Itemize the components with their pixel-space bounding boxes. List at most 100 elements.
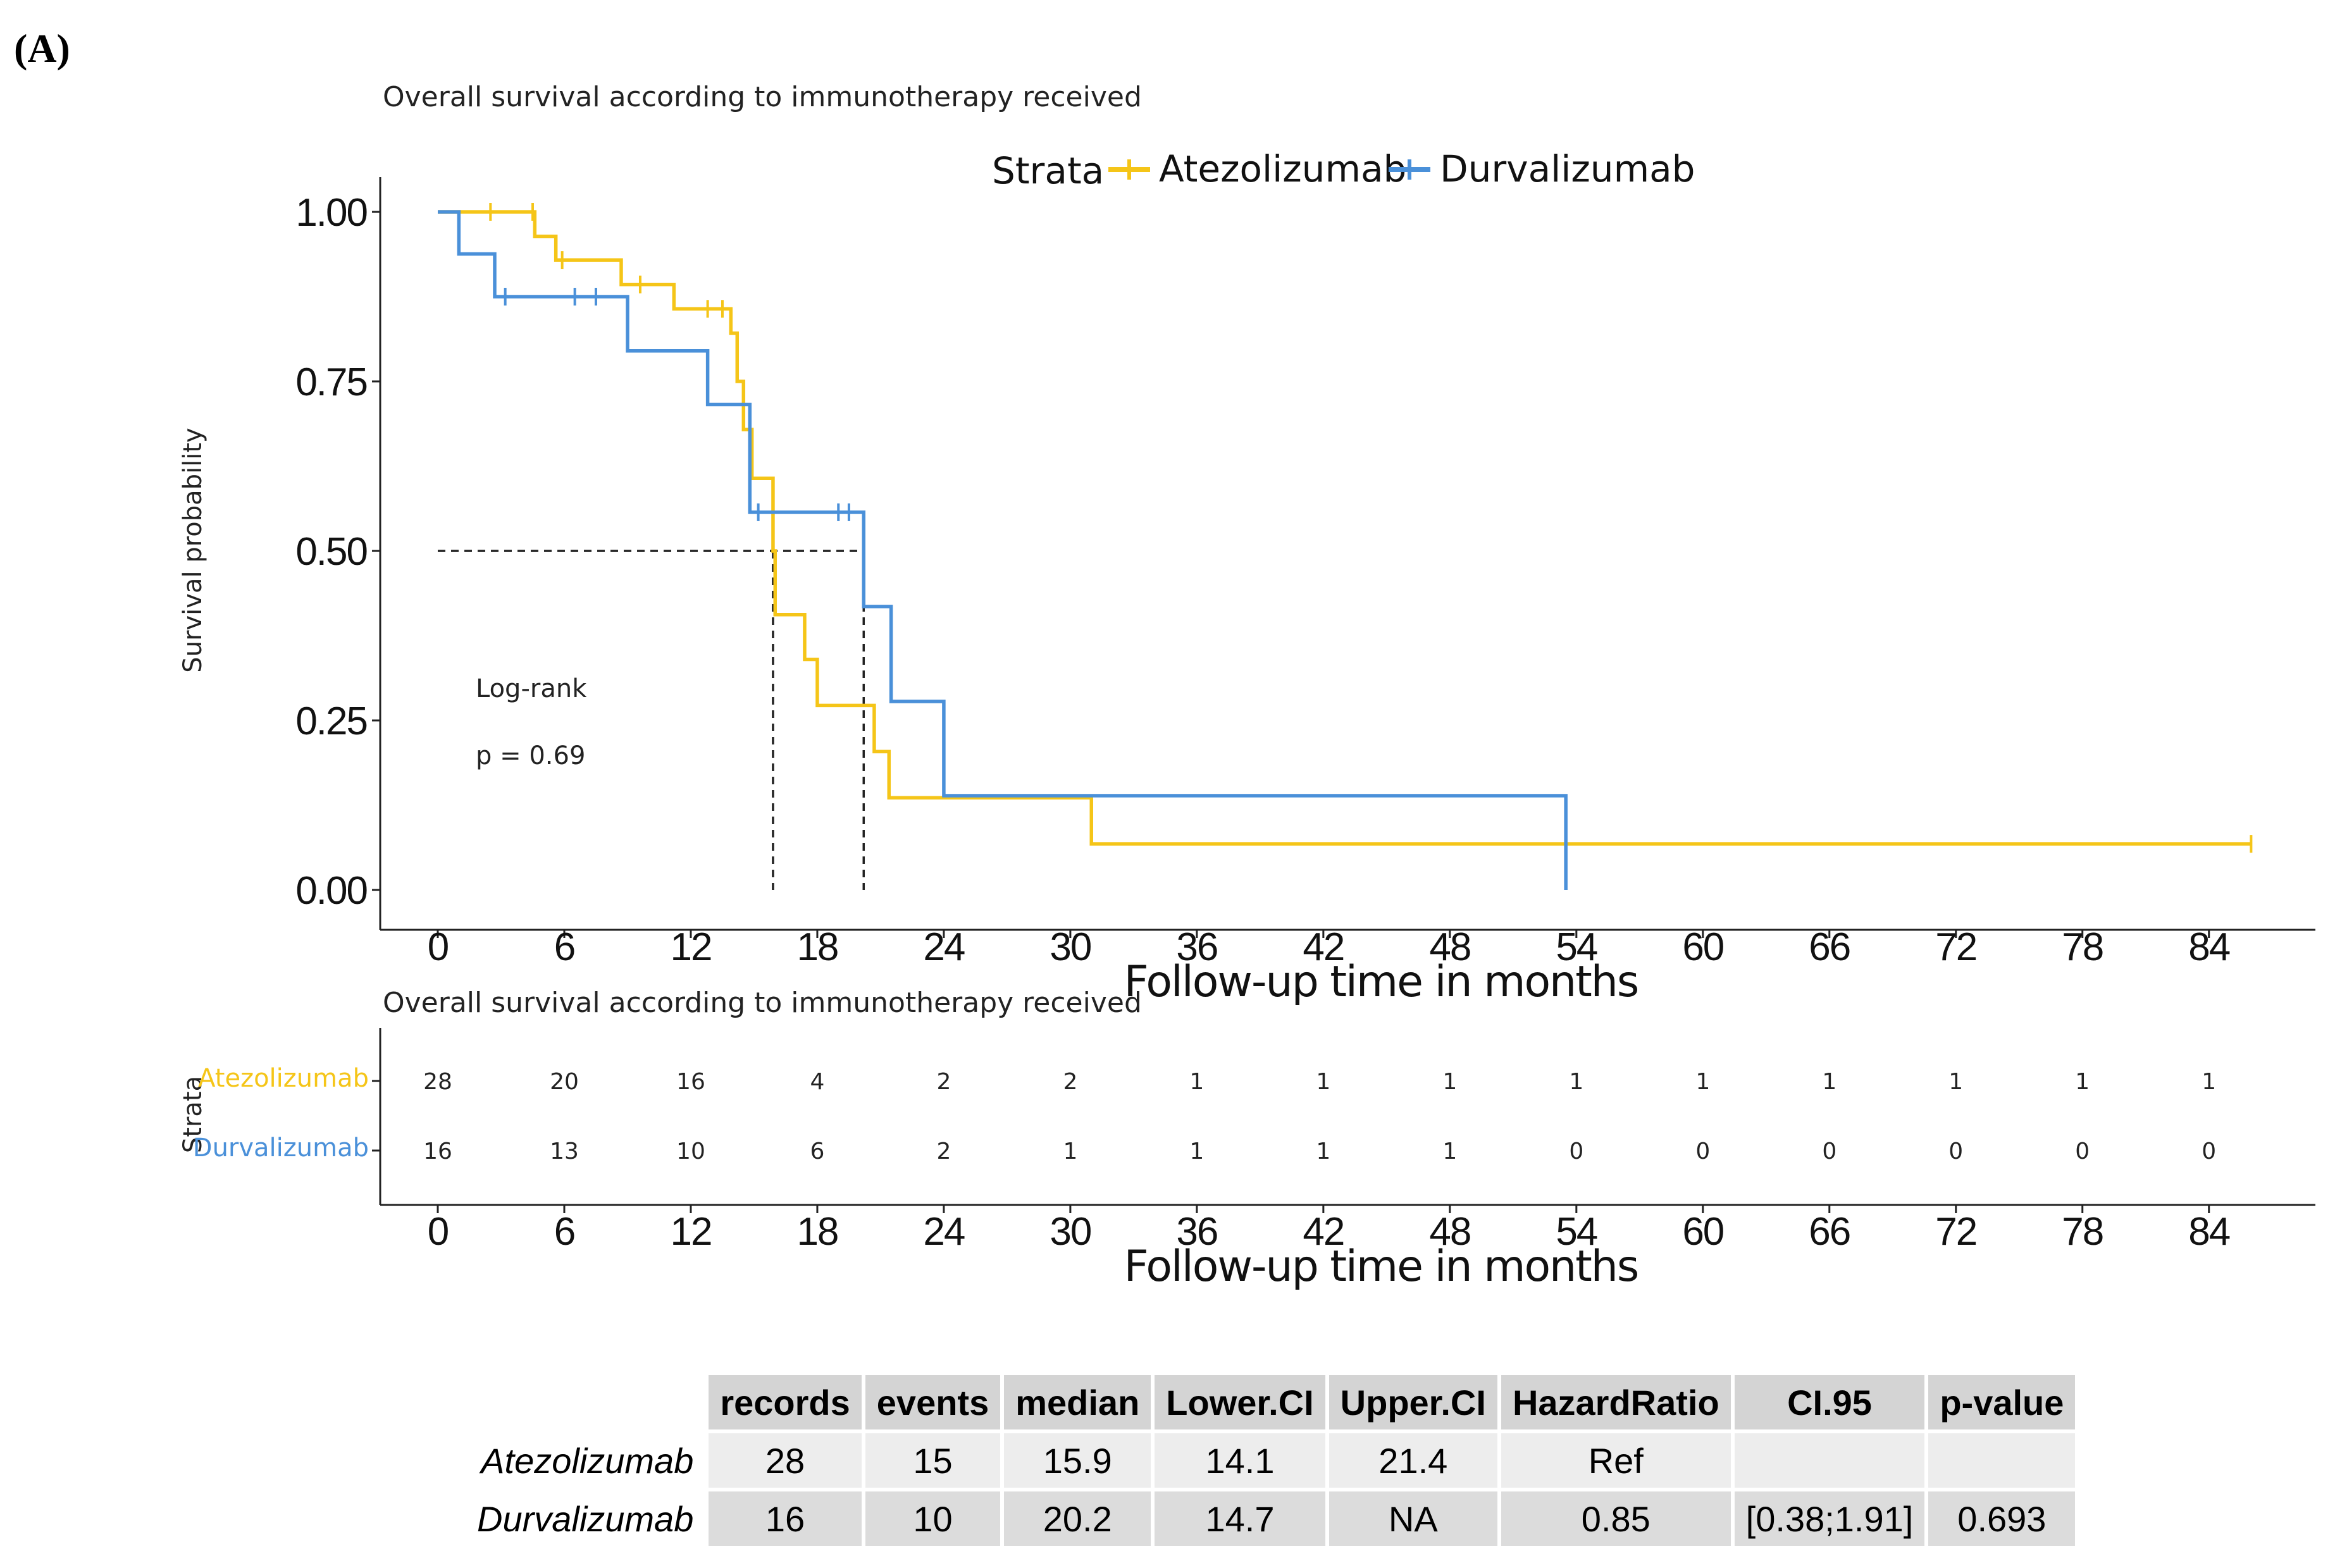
risk-count: 0 <box>2202 1139 2216 1164</box>
risk-count: 1 <box>1822 1069 1836 1095</box>
x-tick-label: 0 <box>428 925 449 969</box>
risk-count: 1 <box>2075 1069 2090 1095</box>
x-tick-label: 54 <box>1556 925 1597 969</box>
legend: Strata Atezolizumab Durvalizumab <box>992 147 1695 192</box>
risk-count: 1 <box>2202 1069 2216 1095</box>
summary-cell: 14.7 <box>1155 1491 1325 1546</box>
risk-count: 1 <box>1063 1139 1077 1164</box>
summary-cell: [0.38;1.91] <box>1734 1491 1925 1546</box>
risk-count: 1 <box>1316 1069 1330 1095</box>
risk-count: 1 <box>1189 1139 1204 1164</box>
risk-count: 2 <box>936 1069 951 1095</box>
risk-count: 6 <box>810 1139 824 1164</box>
risk-x-tick-label: 36 <box>1176 1210 1217 1254</box>
risk-count: 20 <box>550 1069 579 1095</box>
risk-count: 1 <box>1442 1069 1457 1095</box>
summary-header-blank <box>466 1375 705 1429</box>
summary-cell <box>1734 1433 1925 1488</box>
x-tick-label: 6 <box>554 925 574 969</box>
x-tick-label: 66 <box>1809 925 1850 969</box>
x-tick-label: 78 <box>2062 925 2103 969</box>
legend-title: Strata <box>992 149 1104 192</box>
logrank-label: Log-rank <box>476 674 587 703</box>
summary-header-median: median <box>1004 1375 1151 1429</box>
summary-cell: 21.4 <box>1329 1433 1497 1488</box>
risk-x-tick-label: 54 <box>1556 1210 1597 1254</box>
risk-count: 2 <box>1063 1069 1077 1095</box>
risk-x-tick-label: 72 <box>1935 1210 1976 1254</box>
risk-x-tick-label: 24 <box>923 1210 964 1254</box>
summary-header-events: events <box>865 1375 1001 1429</box>
legend-label-durvalizumab: Durvalizumab <box>1440 147 1695 190</box>
risk-x-tick-label: 42 <box>1303 1210 1344 1254</box>
x-tick-label: 12 <box>670 925 711 969</box>
x-tick-label: 24 <box>923 925 964 969</box>
risk-count: 1 <box>1695 1069 1710 1095</box>
risk-x-tick-label: 66 <box>1809 1210 1850 1254</box>
risk-count: 4 <box>810 1069 824 1095</box>
risk-count: 1 <box>1569 1069 1583 1095</box>
x-ticks: 0 6 12 18 24 30 36 42 48 54 60 66 72 78 84 <box>428 925 2231 969</box>
y-tick-label: 1.00 <box>295 191 367 235</box>
summary-header-upper-ci: Upper.CI <box>1329 1375 1497 1429</box>
summary-header-hazard-ratio: HazardRatio <box>1501 1375 1731 1429</box>
km-plot: Overall survival according to immunother… <box>178 81 2315 1007</box>
risk-x-tick-label: 0 <box>428 1210 449 1254</box>
risk-count: 0 <box>2075 1139 2090 1164</box>
x-tick-label: 48 <box>1429 925 1470 969</box>
summary-cell: 20.2 <box>1004 1491 1151 1546</box>
km-title: Overall survival according to immunother… <box>383 81 1142 113</box>
risk-x-axis-title: Follow-up time in months <box>1124 1242 1638 1292</box>
survival-curve-durvalizumab <box>438 210 1568 890</box>
risk-count: 13 <box>550 1139 579 1164</box>
y-tick-label: 0.25 <box>295 700 367 743</box>
summary-cell: NA <box>1329 1491 1497 1546</box>
risk-x-tick-label: 60 <box>1682 1210 1723 1254</box>
risk-count: 0 <box>1569 1139 1583 1164</box>
summary-header-records: records <box>709 1375 862 1429</box>
y-tick-label: 0.00 <box>295 869 367 913</box>
summary-cell: 0.693 <box>1928 1491 2076 1546</box>
legend-label-atezolizumab: Atezolizumab <box>1159 147 1406 190</box>
risk-strata-label: Strata <box>178 1076 207 1153</box>
risk-x-tick-label: 48 <box>1429 1210 1470 1254</box>
table-row: Durvalizumab 16 10 20.2 14.7 NA 0.85 [0.… <box>466 1491 2076 1546</box>
risk-count: 10 <box>676 1139 705 1164</box>
survival-curves <box>438 203 2253 890</box>
y-ticks: 0.00 0.25 0.50 0.75 1.00 <box>295 191 380 913</box>
risk-cells: 28 20 16 4 2 2 1 1 1 1 1 1 1 1 116 13 10 6 2 1 1 1 1 0 0 0 0 0 0 <box>372 1069 2216 1164</box>
summary-cell: 15 <box>865 1433 1001 1488</box>
table-row: Atezolizumab 28 15 15.9 14.1 21.4 Ref <box>466 1433 2076 1488</box>
summary-cell: 15.9 <box>1004 1433 1151 1488</box>
summary-header-row: records events median Lower.CI Upper.CI … <box>466 1375 2076 1429</box>
risk-count: 1 <box>1442 1139 1457 1164</box>
risk-count: 16 <box>423 1139 452 1164</box>
median-lines <box>438 550 865 890</box>
risk-count: 0 <box>1695 1139 1710 1164</box>
risk-count: 1 <box>1189 1069 1204 1095</box>
summary-cell: 28 <box>709 1433 862 1488</box>
risk-row-label-durvalizumab: Durvalizumab <box>193 1133 369 1163</box>
risk-count: 28 <box>423 1069 452 1095</box>
summary-cell: 0.85 <box>1501 1491 1731 1546</box>
panel-label: (A) <box>14 26 70 71</box>
survival-curve-atezolizumab <box>438 210 2251 846</box>
x-axis-title: Follow-up time in months <box>1124 957 1638 1007</box>
risk-x-tick-label: 78 <box>2062 1210 2103 1254</box>
x-tick-label: 60 <box>1682 925 1723 969</box>
risk-x-tick-label: 6 <box>554 1210 574 1254</box>
summary-row-name: Durvalizumab <box>466 1491 705 1546</box>
risk-table: Overall survival according to immunother… <box>178 987 2315 1292</box>
summary-header-ci95: CI.95 <box>1734 1375 1925 1429</box>
summary-cell: 16 <box>709 1491 862 1546</box>
risk-x-ticks: 0 6 12 18 24 30 36 42 48 54 60 66 72 78 84 <box>428 1205 2231 1254</box>
summary-row-name: Atezolizumab <box>466 1433 705 1488</box>
risk-count: 2 <box>936 1139 951 1164</box>
summary-cell <box>1928 1433 2076 1488</box>
risk-count: 1 <box>1948 1069 1963 1095</box>
summary-table: records events median Lower.CI Upper.CI … <box>462 1371 2079 1550</box>
risk-x-tick-label: 18 <box>796 1210 838 1254</box>
risk-x-tick-label: 84 <box>2188 1210 2229 1254</box>
risk-count: 0 <box>1822 1139 1836 1164</box>
x-tick-label: 30 <box>1050 925 1091 969</box>
